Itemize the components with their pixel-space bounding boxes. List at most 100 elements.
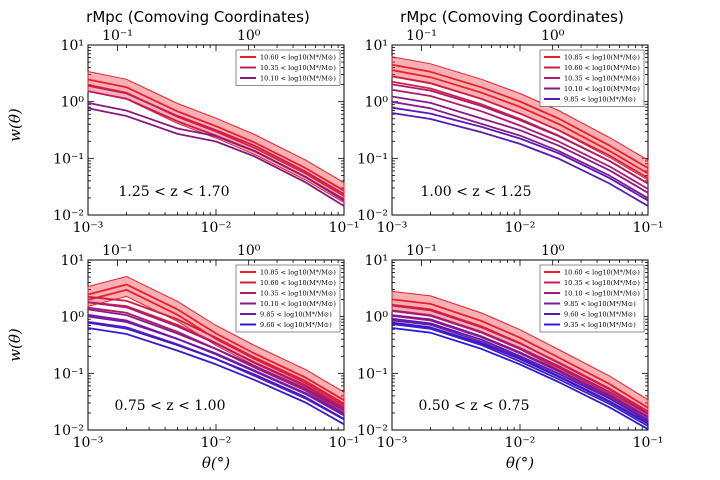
panel-top-right: rMpc (Comoving Coordinates) 10⁻³ 10⁻² 10⁻¹… — [357, 8, 663, 236]
legend-entry: 10.85 < log10(M*/M⊙) — [564, 53, 640, 61]
y-tick-label: 10⁻² — [357, 208, 388, 224]
x-tick-label: 10⁻³ — [73, 220, 104, 236]
top-tick-label: 10⁰ — [237, 243, 261, 259]
legend-box — [539, 264, 645, 333]
y-tick-label: 10⁻¹ — [357, 366, 388, 382]
x-tick-label: 10⁻¹ — [633, 435, 664, 451]
top-tick-label: 10⁻¹ — [406, 28, 437, 44]
legend-entry: 9.35 < log10(M*/M⊙) — [564, 321, 636, 329]
series-line — [87, 78, 345, 192]
series-line — [87, 327, 345, 426]
y-tick-label: 10⁰ — [365, 310, 389, 326]
series-line — [87, 283, 345, 401]
legend-entry: 10.10 < log10(M*/M⊙) — [260, 74, 336, 82]
series-line — [87, 315, 345, 415]
top-tick-label: 10⁻¹ — [406, 243, 437, 259]
series-line — [391, 112, 649, 207]
series-line — [87, 84, 345, 195]
y-axis-label: w(θ) — [6, 108, 24, 142]
series-line — [391, 75, 649, 179]
legend-entry: 10.85 < log10(M*/M⊙) — [260, 268, 336, 276]
top-tick-label: 10⁻¹ — [102, 28, 133, 44]
legend-entry: 10.10 < log10(M*/M⊙) — [564, 85, 640, 93]
legend-entry: 10.10 < log10(M*/M⊙) — [260, 300, 336, 308]
x-tick-label: 10⁻² — [201, 220, 232, 236]
series-line — [87, 321, 345, 420]
series-line — [391, 314, 649, 421]
y-tick-label: 10⁻² — [53, 423, 84, 439]
x-tick-label: 10⁻³ — [377, 435, 408, 451]
top-axis-label: rMpc (Comoving Coordinates) — [400, 8, 624, 26]
y-tick-label: 10⁻¹ — [53, 366, 84, 382]
y-tick-label: 10⁻¹ — [53, 151, 84, 167]
panel-top-left: rMpc (Comoving Coordinates) w(θ) 10⁻³ 10⁻… — [6, 8, 359, 236]
series-line — [391, 63, 649, 169]
x-tick-label: 10⁻² — [201, 435, 232, 451]
legend-entry: 10.35 < log10(M*/M⊙) — [260, 289, 336, 297]
legend-entry: 10.10 < log10(M*/M⊙) — [564, 289, 640, 297]
series-line — [391, 304, 649, 413]
series-line — [391, 323, 649, 427]
y-tick-label: 10¹ — [61, 38, 84, 54]
redshift-label: 1.25 < z < 1.70 — [119, 184, 230, 200]
y-tick-label: 10⁻¹ — [357, 151, 388, 167]
y-tick-label: 10⁻² — [53, 208, 84, 224]
x-axis-label: θ(°) — [506, 454, 534, 472]
series-line — [391, 69, 649, 175]
y-tick-label: 10⁰ — [61, 310, 85, 326]
legend-entry: 10.35 < log10(M*/M⊙) — [260, 64, 336, 72]
x-axis-label: θ(°) — [202, 454, 230, 472]
series-line — [391, 327, 649, 430]
legend-entry: 9.85 < log10(M*/M⊙) — [564, 95, 636, 103]
legend-entry: 10.60 < log10(M*/M⊙) — [564, 268, 640, 276]
x-tick-label: 10⁻¹ — [633, 220, 664, 236]
legend-entry: 10.35 < log10(M*/M⊙) — [564, 74, 640, 82]
legend-entry: 9.85 < log10(M*/M⊙) — [564, 300, 636, 308]
series-line — [391, 321, 649, 425]
series-line — [391, 314, 649, 418]
y-tick-label: 10⁻² — [357, 423, 388, 439]
x-tick-label: 10⁻² — [505, 220, 536, 236]
series-line — [87, 288, 345, 407]
x-tick-label: 10⁻³ — [377, 220, 408, 236]
series-line — [391, 83, 649, 185]
y-tick-label: 10¹ — [365, 253, 388, 269]
series-line — [391, 309, 649, 415]
series-line — [391, 106, 649, 202]
x-tick-label: 10⁻¹ — [329, 220, 360, 236]
series-line — [87, 295, 345, 405]
legend-entry: 10.60 < log10(M*/M⊙) — [260, 279, 336, 287]
legend-entry: 9.60 < log10(M*/M⊙) — [260, 321, 332, 329]
y-tick-label: 10⁰ — [365, 95, 389, 111]
legend-box — [235, 264, 341, 333]
series-line — [391, 317, 649, 422]
series-line — [391, 298, 649, 409]
x-tick-label: 10⁻³ — [73, 435, 104, 451]
redshift-label: 1.00 < z < 1.25 — [421, 184, 532, 200]
top-axis-label: rMpc (Comoving Coordinates) — [86, 8, 310, 26]
legend-entry: 10.60 < log10(M*/M⊙) — [564, 64, 640, 72]
series-line — [391, 101, 649, 199]
series-line — [87, 308, 345, 411]
y-tick-label: 10¹ — [365, 38, 388, 54]
legend-entry: 10.60 < log10(M*/M⊙) — [260, 53, 336, 61]
x-tick-label: 10⁻¹ — [329, 435, 360, 451]
series-line — [87, 301, 345, 409]
redshift-label: 0.75 < z < 1.00 — [115, 398, 226, 414]
legend-entry: 10.35 < log10(M*/M⊙) — [564, 279, 640, 287]
y-tick-label: 10⁰ — [61, 95, 85, 111]
top-tick-label: 10⁻¹ — [102, 243, 133, 259]
x-tick-label: 10⁻² — [505, 435, 536, 451]
series-line — [87, 102, 345, 202]
legend-entry: 9.85 < log10(M*/M⊙) — [260, 310, 332, 318]
y-axis-label: w(θ) — [6, 328, 24, 362]
series-line — [87, 107, 345, 207]
top-tick-label: 10⁰ — [541, 243, 565, 259]
top-tick-label: 10⁰ — [237, 28, 261, 44]
y-tick-label: 10¹ — [61, 253, 84, 269]
top-tick-label: 10⁰ — [541, 28, 565, 44]
legend-entry: 9.60 < log10(M*/M⊙) — [564, 310, 636, 318]
